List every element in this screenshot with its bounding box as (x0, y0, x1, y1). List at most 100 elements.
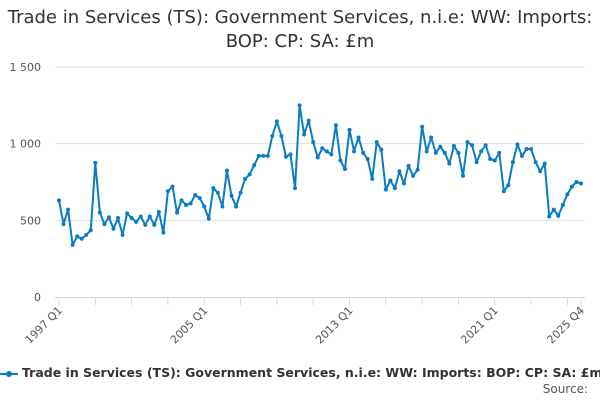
data-point (329, 152, 334, 157)
data-point (293, 186, 298, 191)
data-point (311, 140, 316, 145)
data-point (152, 222, 157, 227)
data-point (165, 189, 170, 194)
data-point (143, 222, 148, 227)
x-tick-label: 2005 Q1 (168, 304, 211, 347)
data-point (565, 192, 570, 197)
source-label: Source: (542, 382, 588, 396)
data-point (470, 143, 475, 148)
data-point (365, 157, 370, 161)
data-point (75, 234, 80, 239)
data-point (361, 150, 366, 155)
data-point (447, 161, 452, 166)
data-point (184, 203, 189, 207)
data-point (61, 222, 66, 227)
data-point (397, 169, 402, 174)
data-point (483, 143, 488, 148)
data-point (519, 153, 524, 158)
data-point (211, 186, 216, 191)
data-point (274, 119, 279, 124)
data-point (84, 232, 89, 237)
data-point (297, 103, 302, 108)
data-point (106, 215, 111, 220)
data-point (116, 216, 121, 221)
data-point (333, 123, 338, 128)
data-point (460, 173, 465, 178)
data-point (420, 124, 425, 129)
data-point (220, 204, 225, 209)
data-point (283, 154, 288, 159)
data-point (102, 222, 107, 227)
data-point (438, 144, 443, 149)
data-point (252, 163, 257, 168)
data-point (188, 201, 193, 206)
data-point (79, 236, 84, 241)
data-point (129, 216, 134, 221)
data-point (488, 157, 493, 161)
data-point (302, 132, 307, 137)
data-point (320, 146, 325, 151)
data-point (134, 219, 139, 224)
data-point (256, 153, 261, 158)
data-point (270, 134, 275, 138)
data-point (224, 168, 229, 173)
data-point (542, 161, 547, 166)
data-point (411, 173, 416, 178)
data-point (492, 158, 497, 163)
data-point (234, 204, 239, 209)
data-point (388, 178, 393, 183)
x-tick-label: 2021 Q1 (458, 304, 501, 347)
data-point (206, 216, 211, 221)
data-point (497, 150, 502, 155)
data-point (202, 204, 207, 209)
chart-title: Trade in Services (TS): Government Servi… (7, 7, 593, 52)
data-point (352, 149, 357, 154)
data-point (379, 147, 384, 152)
data-point (170, 184, 175, 189)
x-tick-label: 2013 Q1 (313, 304, 356, 347)
data-point (515, 142, 520, 147)
data-point (247, 172, 252, 177)
data-point (415, 167, 420, 172)
data-point (551, 207, 556, 212)
data-point (97, 210, 102, 215)
data-point (138, 214, 143, 219)
data-point (538, 169, 543, 174)
data-point (175, 210, 180, 215)
data-point (501, 189, 506, 194)
series-line (58, 104, 582, 246)
data-point (433, 150, 438, 155)
y-tick-label: 500 (20, 214, 41, 227)
data-point (306, 118, 311, 123)
data-point (243, 176, 248, 181)
data-point (524, 147, 529, 152)
data-point (456, 150, 461, 155)
legend[interactable]: Trade in Services (TS): Government Servi… (0, 365, 600, 380)
y-tick-label: 1 500 (10, 61, 42, 74)
data-point (161, 230, 166, 235)
data-point (424, 149, 429, 154)
data-point (229, 193, 234, 198)
data-point (569, 184, 574, 189)
data-point (574, 180, 579, 184)
data-point (265, 153, 270, 158)
data-point (560, 203, 565, 207)
legend-swatch (0, 370, 18, 377)
data-point (70, 242, 75, 247)
data-point (193, 193, 198, 198)
data-point (111, 226, 116, 231)
data-point (392, 186, 397, 191)
data-point (120, 232, 125, 237)
data-point (93, 160, 98, 165)
data-point (315, 155, 320, 160)
y-tick-label: 0 (34, 291, 41, 304)
data-point (88, 228, 93, 233)
data-point (179, 198, 184, 203)
data-point (125, 211, 130, 216)
data-point (579, 181, 583, 186)
data-point (547, 214, 552, 219)
data-point (401, 181, 406, 186)
x-tick-label: 1997 Q1 (23, 304, 66, 347)
data-point (474, 160, 479, 165)
